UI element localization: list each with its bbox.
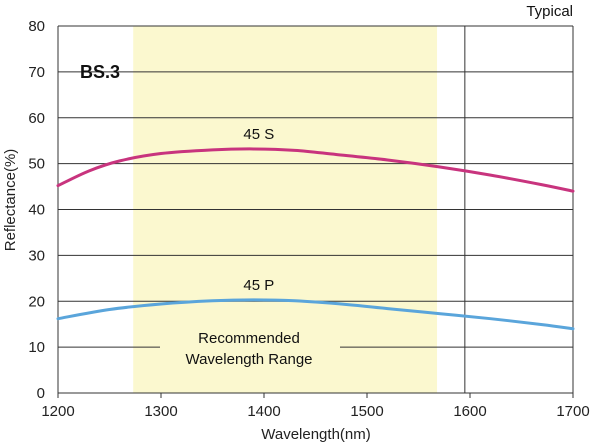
x-tick-label: 1500 xyxy=(350,403,383,420)
y-tick-label: 60 xyxy=(28,110,45,127)
typical-note: Typical xyxy=(526,3,573,20)
band-label-line2: Wavelength Range xyxy=(185,351,312,368)
y-tick-label: 30 xyxy=(28,247,45,264)
y-axis-title: Reflectance(%) xyxy=(2,149,19,252)
band-label-line1: Recommended xyxy=(198,330,300,347)
y-tick-label: 80 xyxy=(28,18,45,35)
x-tick-label: 1200 xyxy=(41,403,74,420)
band-label-backing xyxy=(160,327,340,371)
x-axis-title: Wavelength(nm) xyxy=(261,426,370,442)
y-tick-label: 20 xyxy=(28,293,45,310)
y-tick-label: 0 xyxy=(37,385,45,402)
y-tick-label: 40 xyxy=(28,202,45,219)
chart-title: BS.3 xyxy=(80,62,120,82)
y-tick-label: 70 xyxy=(28,64,45,81)
y-tick-label: 50 xyxy=(28,156,45,173)
series-line-45s xyxy=(56,147,575,193)
series-label: 45 S xyxy=(243,126,274,143)
x-tick-label: 1600 xyxy=(453,403,486,420)
y-tick-label: 10 xyxy=(28,339,45,356)
x-tick-label: 1400 xyxy=(247,403,280,420)
series-label: 45 P xyxy=(243,277,274,294)
x-tick-label: 1300 xyxy=(144,403,177,420)
x-tick-label: 1700 xyxy=(556,403,589,420)
series-line-45p xyxy=(56,298,575,331)
